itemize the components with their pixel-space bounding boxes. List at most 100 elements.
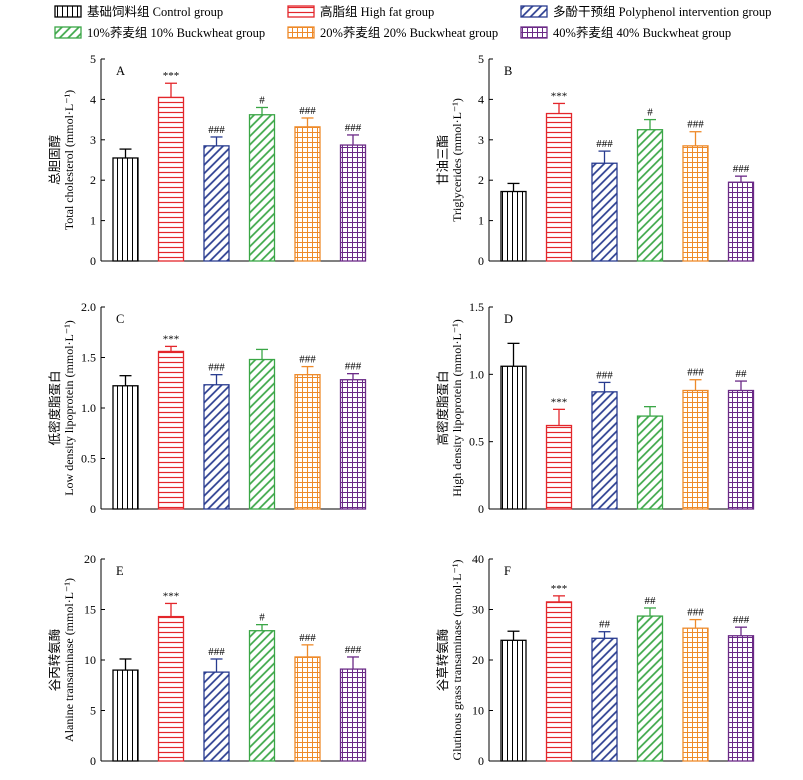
y-axis-label-cn: 谷草转氨酶 [435,629,450,692]
legend-item: 基础饲料组 Control group [54,5,223,19]
error-bar [553,408,565,426]
y-tick-label: 10 [84,653,96,667]
significance-label: ### [208,646,225,658]
bar [545,424,573,510]
bar [727,635,755,762]
error-bar [119,658,132,671]
y-tick-label: 1.0 [81,401,96,415]
error-bar [301,644,314,657]
error-bar [735,626,747,636]
y-axis-label-en: Low density lipoprotein (mmol·L⁻¹) [62,320,76,496]
y-tick-label: 1.5 [469,300,484,314]
significance-label: ### [733,614,750,626]
y-tick-label: 0 [478,754,484,768]
legend-swatch [520,5,548,18]
panel-letter: A [116,64,125,78]
bar [339,144,367,262]
error-bar [507,630,520,641]
error-bar [210,374,223,385]
significance-label: ### [687,607,704,619]
significance-label: *** [551,396,568,408]
bar [203,145,230,262]
y-tick-label: 30 [472,603,484,617]
error-bar [119,148,132,158]
y-tick-label: 1 [478,214,484,228]
bar [591,637,618,762]
panel-letter: D [504,312,513,326]
y-axis-label-cn: 高密度脂蛋白 [435,370,450,445]
error-bar [256,106,268,115]
bar [682,145,709,262]
panel-letter: F [504,564,511,578]
significance-label: ### [345,122,362,134]
significance-label: ### [596,138,613,150]
bar [248,358,276,510]
panel-c: 0 0.5 1.0 1.5 2.0 C 低密度脂蛋白 Low density lipoprot… [47,300,367,516]
bar [682,389,709,510]
significance-label: *** [163,333,180,345]
bar [591,391,618,510]
legend-item: 高脂组 High fat group [287,4,434,19]
y-tick-label: 20 [472,653,484,667]
error-bar [301,365,314,375]
significance-label: *** [551,583,568,595]
significance-label: ### [596,369,613,381]
y-tick-label: 5 [90,52,96,66]
y-tick-label: 15 [84,603,96,617]
error-bar [165,82,177,98]
error-bar [689,618,702,629]
error-bar [644,118,656,130]
y-tick-label: 0 [90,754,96,768]
significance-label: ### [299,105,316,117]
significance-label: ## [599,619,611,631]
y-tick-label: 5 [478,52,484,66]
y-tick-label: 3 [478,133,484,147]
error-bar [210,658,223,673]
bar [112,669,139,762]
bar [727,181,755,262]
legend-label: 10%荞麦组 10% Buckwheat group [87,26,265,40]
y-tick-label: 1 [90,214,96,228]
error-bar [598,381,611,392]
y-axis-label-en: High density lipoprotein (mmol·L⁻¹) [450,319,464,497]
y-tick-label: 3 [90,133,96,147]
panel-letter: C [116,312,124,326]
y-tick-label: 2 [478,173,484,187]
significance-label: ## [736,368,748,380]
bar [294,656,321,762]
significance-label: # [259,94,265,106]
error-bar [165,345,177,352]
legend-swatch [54,5,82,18]
significance-label: ### [208,362,225,374]
error-bar [735,175,747,183]
y-tick-label: 0.5 [469,435,484,449]
error-bar [119,375,132,386]
legend-label: 多酚干预组 Polyphenol intervention group [553,5,771,19]
significance-label: ### [345,361,362,373]
y-tick-label: 10 [472,704,484,718]
y-tick-label: 0 [478,502,484,516]
y-axis-label-cn: 低密度脂蛋白 [47,370,62,445]
significance-label: ### [733,163,750,175]
significance-label: ### [687,119,704,131]
bar [112,157,139,262]
error-bar [165,602,177,617]
legend-swatch [54,26,82,39]
error-bar [256,624,268,631]
y-tick-label: 0.5 [81,452,96,466]
significance-label: # [647,107,653,119]
panel-letter: B [504,64,512,78]
bar [248,114,276,262]
y-axis-label-en: Glutinous grass transaminase (mmol·L⁻¹) [450,560,464,761]
significance-label: ### [299,354,316,366]
legend-swatch [287,5,315,18]
error-bar [553,595,565,602]
bar [248,630,276,762]
panel-d: 0 0.5 1.0 1.5 D 高密度脂蛋白 High density lipoprotei… [435,300,755,516]
bar [157,615,185,762]
legend-label: 基础饲料组 Control group [87,5,223,19]
y-tick-label: 0 [90,502,96,516]
legend-item: 10%荞麦组 10% Buckwheat group [54,26,265,40]
significance-label: ### [345,644,362,656]
bar [203,671,230,762]
